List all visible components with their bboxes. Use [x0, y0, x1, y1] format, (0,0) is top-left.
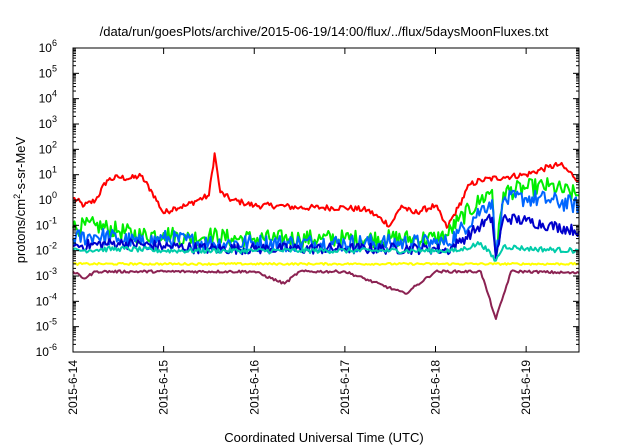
y-tick-label: 105	[39, 63, 57, 80]
y-tick-label: 102	[39, 139, 57, 156]
x-tick-label: 2015-6-19	[519, 360, 533, 415]
chart-title: /data/run/goesPlots/archive/2015-06-19/1…	[100, 24, 549, 39]
y-tick-label: 10-1	[36, 215, 57, 232]
series-line-1	[73, 152, 580, 229]
series-line-6	[72, 261, 580, 266]
y-tick-label: 103	[39, 114, 57, 131]
y-axis-title: protons/cm2-s-sr-MeV	[12, 136, 28, 263]
x-tick-label: 2015-6-15	[157, 360, 171, 415]
y-tick-label: 10-5	[36, 317, 57, 334]
series-line-4	[72, 213, 580, 260]
x-tick-label: 2015-6-16	[247, 360, 261, 415]
y-tick-label: 101	[39, 165, 57, 182]
x-tick-label: 2015-6-17	[338, 360, 352, 415]
series-line-7	[72, 269, 580, 320]
series-layer	[72, 152, 580, 320]
x-axis: 2015-6-14 2015-6-15 2015-6-16 2015-6-17 2015…	[66, 48, 533, 415]
y-tick-label: 10-2	[36, 241, 57, 258]
y-tick-label: 10-3	[36, 266, 57, 283]
y-tick-label: 104	[39, 89, 57, 106]
y-tick-label: 100	[39, 190, 57, 207]
y-axis-title-superscript: 2	[12, 194, 22, 199]
y-tick-label: 106	[39, 38, 57, 55]
y-axis-title-main: protons/cm	[13, 199, 28, 263]
y-axis-title-rest: -s-sr-MeV	[13, 136, 28, 193]
x-axis-title: Coordinated Universal Time (UTC)	[224, 430, 423, 445]
series-line-5	[72, 241, 580, 262]
x-tick-label: 2015-6-14	[66, 360, 80, 415]
y-tick-label: 10-4	[36, 291, 57, 308]
y-axis: 10-6 10-5 10-4 10-3 10-2 10-1 100 101 102 103 104 1…	[36, 38, 579, 359]
x-tick-label: 2015-6-18	[429, 360, 443, 415]
y-tick-label: 10-6	[36, 342, 57, 359]
